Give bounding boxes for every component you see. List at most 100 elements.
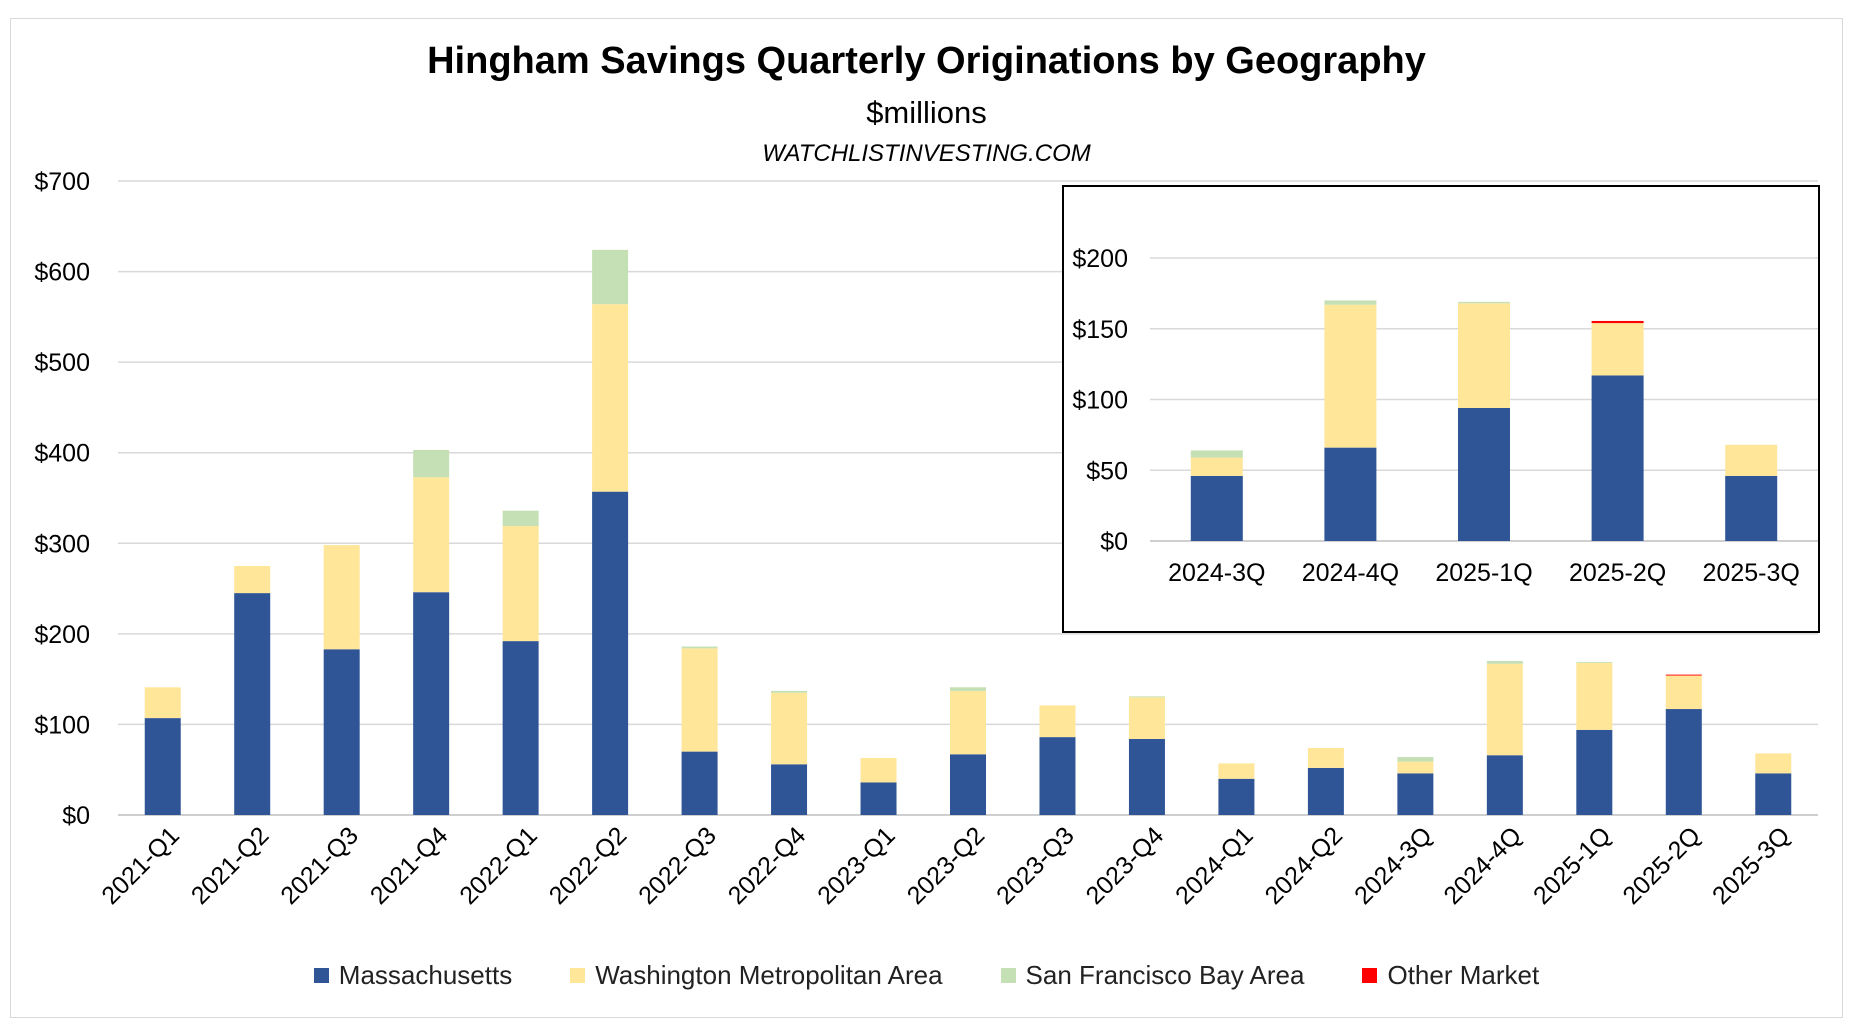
x-tick-label: 2023-Q3: [991, 821, 1080, 910]
bar-washington-metropolitan-area-2024-q1: [1218, 763, 1255, 779]
chart-subtitle: $millions: [866, 95, 987, 130]
legend-swatch-other-market: [1362, 968, 1378, 983]
bar-san-francisco-bay-area-2022-q4: [771, 690, 808, 693]
x-tick-label: 2022-Q1: [454, 821, 543, 910]
bar-washington-metropolitan-area-2025-2q: [1665, 675, 1702, 710]
bar-washington-metropolitan-area-2021-q4: [413, 477, 450, 593]
bar-washington-metropolitan-area-2022-q1: [502, 526, 539, 642]
bar-washington-metropolitan-area-2022-q3: [681, 648, 718, 752]
inset-bar-other-market-2025-2q: [1591, 320, 1644, 324]
bar-massachusetts-2021-q3: [323, 649, 360, 815]
legend-label-washington: Washington Metropolitan Area: [595, 960, 943, 990]
y-tick-label: $200: [34, 621, 90, 649]
inset-bar-washington-metropolitan-area-2025-2q: [1591, 323, 1644, 376]
bar-san-francisco-bay-area-2022-q2: [592, 249, 629, 305]
bar-washington-metropolitan-area-2021-q3: [323, 545, 360, 650]
bar-san-francisco-bay-area-2024-4q: [1486, 661, 1523, 664]
inset-bar-washington-metropolitan-area-2025-3q: [1725, 444, 1778, 476]
inset-y-tick-label: $100: [1072, 387, 1128, 415]
bar-washington-metropolitan-area-2025-3q: [1755, 753, 1792, 774]
bar-massachusetts-2021-q1: [144, 718, 181, 815]
inset-y-tick-label: $50: [1086, 457, 1128, 485]
inset-y-tick-label: $150: [1072, 316, 1128, 344]
bar-san-francisco-bay-area-2021-q4: [413, 449, 450, 478]
inset-bar-massachusetts-2024-3q: [1190, 475, 1243, 541]
inset-x-tick-label: 2024-3Q: [1168, 559, 1265, 587]
inset-bar-massachusetts-2025-3q: [1725, 475, 1778, 541]
bar-washington-metropolitan-area-2021-q1: [144, 687, 181, 719]
bar-massachusetts-2021-q4: [413, 592, 450, 815]
y-tick-label: $500: [34, 349, 90, 377]
inset-y-tick-label: $0: [1100, 528, 1128, 556]
bar-san-francisco-bay-area-2022-q3: [681, 646, 718, 649]
x-tick-label: 2023-Q2: [902, 821, 991, 910]
y-tick-label: $100: [34, 711, 90, 739]
bar-washington-metropolitan-area-2024-q2: [1307, 747, 1344, 768]
bar-massachusetts-2023-q1: [860, 782, 897, 815]
legend-label-massachusetts: Massachusetts: [338, 960, 513, 990]
inset-bar-washington-metropolitan-area-2024-3q: [1190, 457, 1243, 476]
bar-washington-metropolitan-area-2022-q2: [592, 304, 629, 492]
chart-source: WATCHLISTINVESTING.COM: [762, 140, 1091, 167]
bar-washington-metropolitan-area-2024-4q: [1486, 663, 1523, 756]
bar-massachusetts-2022-q4: [771, 764, 808, 815]
legend-label-other-market: Other Market: [1387, 960, 1540, 990]
legend-item-massachusetts: Massachusetts: [313, 960, 513, 991]
x-tick-label: 2021-Q4: [365, 821, 454, 910]
bar-massachusetts-2022-q3: [681, 751, 718, 815]
inset-bar-massachusetts-2025-1q: [1458, 407, 1510, 541]
inset-bar-washington-metropolitan-area-2025-1q: [1458, 303, 1510, 408]
x-tick-label: 2021-Q1: [96, 821, 185, 910]
bar-washington-metropolitan-area-2023-q3: [1039, 705, 1076, 738]
inset-y-tick-label: $200: [1072, 245, 1128, 273]
bar-massachusetts-2025-1q: [1576, 729, 1613, 815]
legend: Massachusetts Washington Metropolitan Ar…: [0, 960, 1853, 991]
inset-x-tick-label: 2024-4Q: [1302, 559, 1399, 587]
legend-swatch-san-francisco: [1000, 968, 1016, 983]
x-tick-label: 2022-Q4: [723, 821, 812, 910]
x-tick-label: 2022-Q2: [544, 821, 633, 910]
y-tick-label: $400: [34, 440, 90, 468]
legend-item-other-market: Other Market: [1362, 960, 1539, 991]
bar-washington-metropolitan-area-2021-q2: [234, 565, 271, 594]
bar-other-market-2025-2q: [1665, 674, 1702, 676]
legend-swatch-massachusetts: [313, 968, 329, 983]
inset-x-tick-label: 2025-2Q: [1569, 559, 1666, 587]
y-tick-label: $0: [62, 802, 90, 830]
legend-swatch-washington: [570, 968, 586, 983]
bar-massachusetts-2023-q3: [1039, 737, 1076, 815]
inset-bar-washington-metropolitan-area-2024-4q: [1324, 304, 1377, 448]
x-tick-label: 2024-Q2: [1260, 821, 1349, 910]
x-tick-label: 2021-Q2: [186, 821, 275, 910]
inset-bar-san-francisco-bay-area-2024-4q: [1324, 300, 1377, 305]
inset-x-tick-label: 2025-1Q: [1435, 559, 1532, 587]
x-tick-label: 2024-Q1: [1170, 821, 1259, 910]
x-tick-label: 2025-3Q: [1707, 821, 1796, 910]
chart-title: Hingham Savings Quarterly Originations b…: [427, 40, 1426, 82]
x-tick-label: 2024-4Q: [1438, 821, 1527, 910]
bar-san-francisco-bay-area-2022-q1: [502, 510, 539, 527]
bar-washington-metropolitan-area-2023-q1: [860, 757, 897, 783]
legend-label-san-francisco: San Francisco Bay Area: [1025, 960, 1305, 990]
y-tick-label: $600: [34, 259, 90, 287]
inset-bar-massachusetts-2024-4q: [1324, 447, 1377, 541]
x-tick-label: 2023-Q1: [812, 821, 901, 910]
x-tick-label: 2023-Q4: [1081, 821, 1170, 910]
inset-bar-massachusetts-2025-2q: [1591, 375, 1644, 541]
x-tick-label: 2024-3Q: [1349, 821, 1438, 910]
bar-massachusetts-2024-4q: [1486, 755, 1523, 815]
bar-massachusetts-2024-q2: [1307, 767, 1344, 815]
bar-san-francisco-bay-area-2024-3q: [1397, 757, 1434, 762]
inset-inset-border: [1062, 185, 1820, 633]
bar-washington-metropolitan-area-2024-3q: [1397, 761, 1434, 774]
bar-san-francisco-bay-area-2025-1q: [1576, 661, 1613, 663]
y-tick-label: $700: [34, 168, 90, 196]
x-tick-label: 2025-2Q: [1617, 821, 1706, 910]
legend-item-san-francisco: San Francisco Bay Area: [1000, 960, 1305, 991]
bar-washington-metropolitan-area-2025-1q: [1576, 662, 1613, 730]
bar-massachusetts-2025-2q: [1665, 709, 1702, 815]
chart-frame: [10, 18, 1843, 1018]
inset-bar-san-francisco-bay-area-2025-1q: [1458, 301, 1510, 304]
bar-washington-metropolitan-area-2022-q4: [771, 692, 808, 765]
